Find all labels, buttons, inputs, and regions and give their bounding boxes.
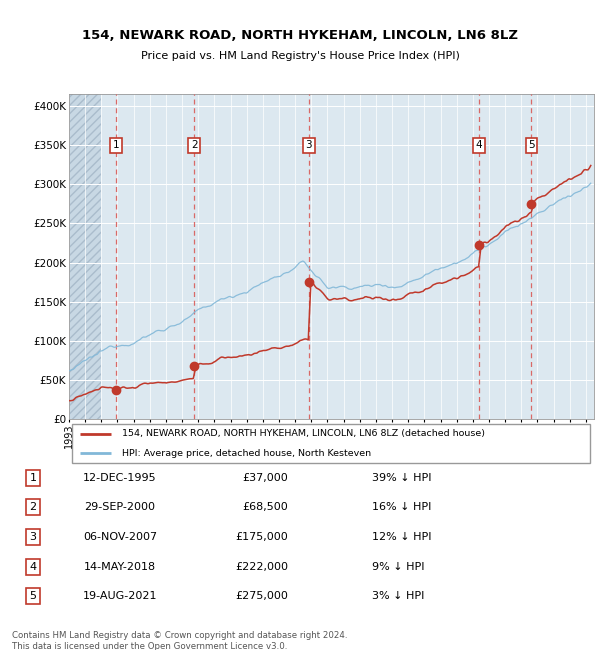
Text: 4: 4 <box>476 140 482 150</box>
Text: £68,500: £68,500 <box>242 502 288 512</box>
Text: 4: 4 <box>29 562 37 571</box>
Text: 1: 1 <box>113 140 119 150</box>
Text: 5: 5 <box>528 140 535 150</box>
Text: 16% ↓ HPI: 16% ↓ HPI <box>372 502 431 512</box>
Text: 19-AUG-2021: 19-AUG-2021 <box>83 592 157 601</box>
Text: 39% ↓ HPI: 39% ↓ HPI <box>372 473 431 483</box>
Text: 9% ↓ HPI: 9% ↓ HPI <box>372 562 425 571</box>
Text: £175,000: £175,000 <box>235 532 288 542</box>
Text: 3: 3 <box>305 140 312 150</box>
Text: 1: 1 <box>29 473 37 483</box>
Text: 2: 2 <box>191 140 197 150</box>
Bar <box>69 94 101 419</box>
Text: £275,000: £275,000 <box>235 592 288 601</box>
Text: £37,000: £37,000 <box>242 473 288 483</box>
Text: 29-SEP-2000: 29-SEP-2000 <box>85 502 155 512</box>
Text: 3% ↓ HPI: 3% ↓ HPI <box>372 592 424 601</box>
Text: 12% ↓ HPI: 12% ↓ HPI <box>372 532 431 542</box>
Text: £222,000: £222,000 <box>235 562 288 571</box>
Text: 154, NEWARK ROAD, NORTH HYKEHAM, LINCOLN, LN6 8LZ (detached house): 154, NEWARK ROAD, NORTH HYKEHAM, LINCOLN… <box>121 430 485 438</box>
Text: Contains HM Land Registry data © Crown copyright and database right 2024.
This d: Contains HM Land Registry data © Crown c… <box>12 632 347 650</box>
Text: 2: 2 <box>29 502 37 512</box>
FancyBboxPatch shape <box>71 424 590 463</box>
Text: 5: 5 <box>29 592 37 601</box>
Text: Price paid vs. HM Land Registry's House Price Index (HPI): Price paid vs. HM Land Registry's House … <box>140 51 460 60</box>
Text: HPI: Average price, detached house, North Kesteven: HPI: Average price, detached house, Nort… <box>121 449 371 458</box>
Text: 3: 3 <box>29 532 37 542</box>
Text: 06-NOV-2007: 06-NOV-2007 <box>83 532 157 542</box>
Text: 154, NEWARK ROAD, NORTH HYKEHAM, LINCOLN, LN6 8LZ: 154, NEWARK ROAD, NORTH HYKEHAM, LINCOLN… <box>82 29 518 42</box>
Text: 12-DEC-1995: 12-DEC-1995 <box>83 473 157 483</box>
Text: 14-MAY-2018: 14-MAY-2018 <box>84 562 156 571</box>
